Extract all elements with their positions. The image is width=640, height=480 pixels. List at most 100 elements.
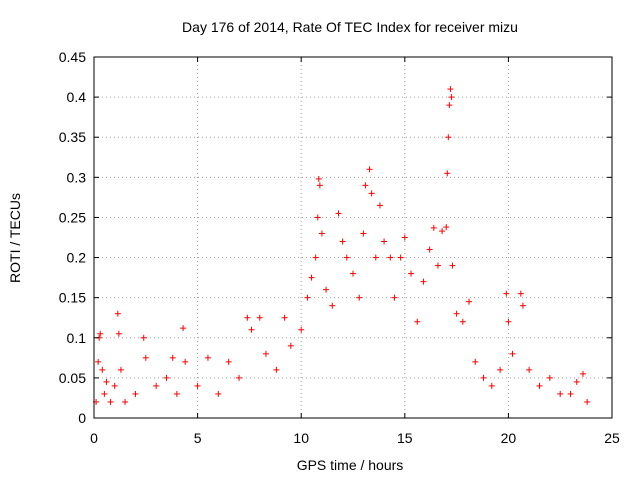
data-point: [111, 382, 118, 389]
data-point: [505, 318, 512, 325]
data-point: [194, 382, 201, 389]
data-point: [391, 294, 398, 301]
data-point: [314, 214, 321, 221]
data-point: [318, 230, 325, 237]
data-point: [426, 246, 433, 253]
data-point: [420, 278, 427, 285]
data-point: [335, 210, 342, 217]
data-point: [114, 310, 121, 317]
x-axis-label: GPS time / hours: [297, 457, 404, 473]
x-tick-label: 25: [604, 430, 620, 446]
data-point: [430, 224, 437, 231]
data-point: [122, 398, 129, 405]
data-point: [169, 354, 176, 361]
data-point: [262, 350, 269, 357]
data-point: [180, 325, 187, 332]
y-tick-label: 0.1: [67, 330, 87, 346]
data-point: [316, 182, 323, 189]
y-tick-label: 0.3: [67, 169, 87, 185]
data-point: [408, 270, 415, 277]
data-point: [488, 382, 495, 389]
data-point: [244, 314, 251, 321]
data-point: [248, 326, 255, 333]
data-point: [204, 354, 211, 361]
data-point: [497, 366, 504, 373]
data-point: [448, 94, 455, 101]
y-tick-label: 0.05: [59, 370, 86, 386]
data-point: [579, 370, 586, 377]
data-point: [360, 230, 367, 237]
plot-frame: [93, 56, 613, 419]
data-point: [329, 302, 336, 309]
x-tick-label: 15: [397, 430, 413, 446]
data-point: [350, 270, 356, 277]
data-point: [517, 290, 524, 297]
data-point: [444, 170, 451, 177]
data-point: [343, 254, 350, 261]
data-point: [449, 262, 456, 269]
y-tick-label: 0.4: [67, 89, 87, 105]
data-point: [95, 358, 102, 365]
axis-ticks: 0 0.05 0.1 0.15 0.2 0.25 0.3 0.35 0.4 0.45 0 5 10 15 2…: [59, 49, 620, 446]
data-point: [153, 382, 160, 389]
data-point: [397, 254, 404, 261]
data-point: [439, 228, 446, 235]
data-point: [414, 318, 421, 325]
data-point: [308, 274, 315, 281]
data-point: [163, 374, 170, 381]
data-point: [466, 298, 473, 305]
data-point: [173, 390, 180, 397]
data-point: [546, 374, 553, 381]
y-tick-label: 0.25: [59, 209, 86, 225]
data-point: [387, 254, 394, 261]
data-points: [93, 86, 591, 405]
data-point: [273, 366, 280, 373]
data-point: [480, 374, 487, 381]
data-point: [339, 238, 346, 245]
data-point: [256, 314, 263, 321]
data-point: [356, 294, 363, 301]
data-point: [132, 390, 139, 397]
data-point: [557, 390, 564, 397]
y-tick-label: 0.15: [59, 290, 86, 306]
data-point: [315, 175, 322, 182]
data-point: [142, 354, 149, 361]
data-point: [236, 374, 243, 381]
data-point: [304, 294, 311, 301]
data-point: [323, 286, 330, 293]
y-axis-label: ROTI / TECUs: [7, 193, 23, 283]
data-point: [453, 310, 460, 317]
data-point: [298, 326, 305, 333]
data-point: [519, 302, 526, 309]
data-point: [526, 366, 533, 373]
data-point: [362, 182, 369, 189]
data-point: [140, 334, 147, 341]
data-point: [509, 350, 516, 357]
data-point: [368, 190, 375, 197]
x-tick-label: 20: [501, 430, 517, 446]
data-point: [107, 398, 114, 405]
data-point: [445, 134, 452, 141]
y-tick-label: 0.45: [59, 49, 86, 65]
data-point: [536, 382, 543, 389]
data-point: [459, 318, 466, 325]
data-point: [573, 378, 580, 385]
data-point: [103, 378, 110, 385]
x-tick-label: 10: [293, 430, 309, 446]
data-point: [215, 390, 222, 397]
data-point: [443, 224, 450, 231]
data-point: [584, 398, 591, 405]
data-point: [434, 262, 441, 269]
data-point: [101, 390, 108, 397]
data-point: [472, 358, 479, 365]
data-point: [376, 202, 383, 209]
data-point: [381, 238, 388, 245]
data-point: [366, 166, 373, 173]
data-point: [447, 86, 454, 93]
y-tick-label: 0: [78, 410, 86, 426]
data-point: [372, 254, 379, 261]
data-point: [401, 234, 408, 241]
data-point: [97, 330, 104, 337]
data-point: [281, 314, 288, 321]
